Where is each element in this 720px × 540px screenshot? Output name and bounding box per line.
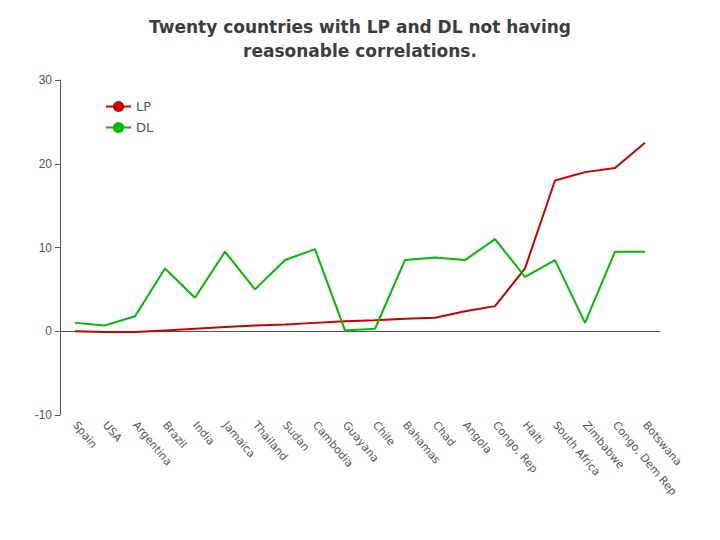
svg-text:Guayana: Guayana xyxy=(340,418,382,465)
svg-text:Cambodia: Cambodia xyxy=(310,418,356,470)
svg-text:Haiti: Haiti xyxy=(520,419,546,447)
svg-text:Chile: Chile xyxy=(370,419,398,449)
svg-text:Congo, Rep: Congo, Rep xyxy=(490,418,541,476)
svg-text:Jamaica: Jamaica xyxy=(220,418,258,461)
svg-text:Twenty countries with LP and D: Twenty countries with LP and DL not havi… xyxy=(149,17,571,37)
svg-text:USA: USA xyxy=(100,419,125,445)
svg-text:DL: DL xyxy=(136,120,154,135)
svg-text:Bahamas: Bahamas xyxy=(400,418,443,467)
svg-text:Thailand: Thailand xyxy=(250,418,291,464)
svg-text:-10: -10 xyxy=(35,408,53,422)
svg-text:10: 10 xyxy=(39,241,53,255)
svg-text:South Africa: South Africa xyxy=(550,418,603,479)
svg-text:Chad: Chad xyxy=(430,419,458,449)
svg-text:20: 20 xyxy=(39,157,53,171)
svg-text:reasonable correlations.: reasonable correlations. xyxy=(243,41,477,61)
svg-text:Botswana: Botswana xyxy=(640,419,685,469)
svg-text:Angola: Angola xyxy=(460,419,494,456)
svg-text:LP: LP xyxy=(136,99,151,114)
svg-text:Brazil: Brazil xyxy=(160,419,190,451)
svg-text:Spain: Spain xyxy=(70,419,100,451)
svg-text:Zimbabwe: Zimbabwe xyxy=(580,418,628,472)
svg-text:Congo, Dem Rep: Congo, Dem Rep xyxy=(610,418,680,498)
svg-text:Argentina: Argentina xyxy=(130,418,175,469)
svg-text:India: India xyxy=(190,419,217,448)
svg-text:30: 30 xyxy=(39,73,53,87)
svg-text:0: 0 xyxy=(45,324,52,338)
svg-text:Sudan: Sudan xyxy=(280,419,312,454)
